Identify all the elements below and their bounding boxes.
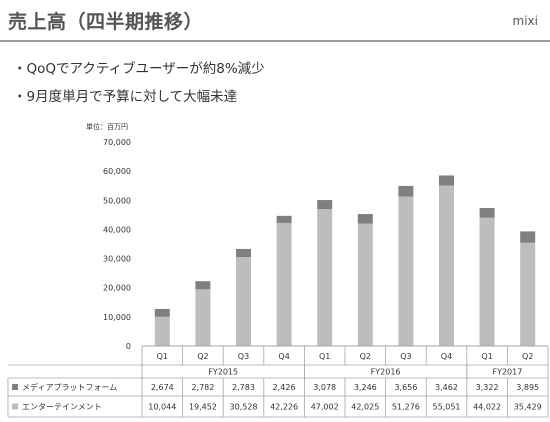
x-tick-label: Q2: [522, 352, 533, 361]
data-label: 2,674: [151, 383, 174, 392]
bar-segment: [439, 185, 454, 346]
bar-segment: [439, 175, 454, 186]
bullet-list: QoQでアクティブユーザーが約8%減少 9月度単月で予算に対して大幅未達: [13, 59, 265, 115]
data-label: 42,025: [351, 403, 379, 412]
y-tick-label: 70,000: [103, 138, 131, 147]
y-tick-label: 40,000: [103, 225, 131, 234]
bar-segment: [154, 316, 170, 346]
x-tick-label: Q4: [441, 352, 452, 361]
bar-segment: [357, 214, 373, 224]
data-label: 3,078: [313, 383, 336, 392]
bar-segment: [236, 248, 251, 258]
fiscal-year-label: FY2016: [371, 368, 401, 377]
bar-segment: [195, 289, 211, 346]
legend-label: メディアプラットフォーム: [22, 382, 117, 392]
data-label: 2,426: [273, 383, 296, 392]
data-label: 3,656: [394, 383, 417, 392]
y-tick-label: 0: [126, 342, 131, 351]
x-tick-label: Q2: [360, 352, 371, 361]
y-tick-label: 30,000: [103, 255, 131, 264]
data-label: 55,051: [433, 403, 461, 412]
data-label: 2,783: [232, 383, 255, 392]
data-label: 10,044: [148, 403, 176, 412]
bar-segment: [276, 215, 292, 223]
data-label: 42,226: [270, 403, 298, 412]
y-tick-label: 20,000: [103, 284, 131, 293]
bar-segment: [154, 308, 170, 317]
bar-segment: [276, 222, 292, 346]
bar-segment: [195, 281, 211, 290]
data-label: 3,322: [476, 383, 499, 392]
y-tick-label: 60,000: [103, 167, 131, 176]
x-tick-label: Q3: [400, 352, 411, 361]
data-label: 3,462: [435, 383, 458, 392]
data-label: 3,246: [354, 383, 377, 392]
bar-segment: [520, 242, 536, 346]
data-label: 51,276: [392, 403, 420, 412]
legend-marker: [12, 403, 18, 410]
legend-marker: [12, 384, 18, 390]
data-label: 44,022: [473, 403, 501, 412]
bar-segment: [317, 200, 333, 210]
data-label: 3,895: [516, 383, 539, 392]
y-tick-label: 10,000: [103, 313, 131, 322]
bar-segment: [236, 257, 251, 346]
fiscal-year-label: FY2015: [208, 368, 238, 377]
bar-segment: [520, 231, 536, 243]
bullet-item: 9月度単月で予算に対して大幅未達: [13, 87, 265, 115]
unit-label: 単位：百万円: [86, 123, 128, 131]
bar-segment: [398, 185, 414, 197]
x-tick-label: Q1: [319, 352, 330, 361]
data-label: 47,002: [311, 403, 339, 412]
bar-segment: [479, 208, 495, 218]
bullet-item: QoQでアクティブユーザーが約8%減少: [13, 59, 265, 87]
data-label: 30,528: [230, 403, 258, 412]
brand-logo: mixi: [512, 14, 538, 28]
x-tick-label: Q3: [238, 352, 249, 361]
data-label: 19,452: [189, 403, 217, 412]
bar-segment: [357, 223, 373, 346]
bar-segment: [398, 196, 414, 346]
data-label: 2,782: [191, 383, 214, 392]
x-tick-label: Q4: [278, 352, 289, 361]
title-divider: [0, 40, 550, 42]
data-label: 35,429: [514, 403, 542, 412]
page-title: 売上高（四半期推移）: [8, 11, 204, 33]
y-tick-label: 50,000: [103, 196, 131, 205]
bar-segment: [479, 217, 495, 346]
x-tick-label: Q1: [481, 352, 492, 361]
x-tick-label: Q1: [157, 352, 168, 361]
fiscal-year-label: FY2017: [492, 368, 522, 377]
x-tick-label: Q2: [197, 352, 208, 361]
legend-label: エンターテインメント: [22, 403, 102, 412]
bar-segment: [317, 209, 333, 346]
